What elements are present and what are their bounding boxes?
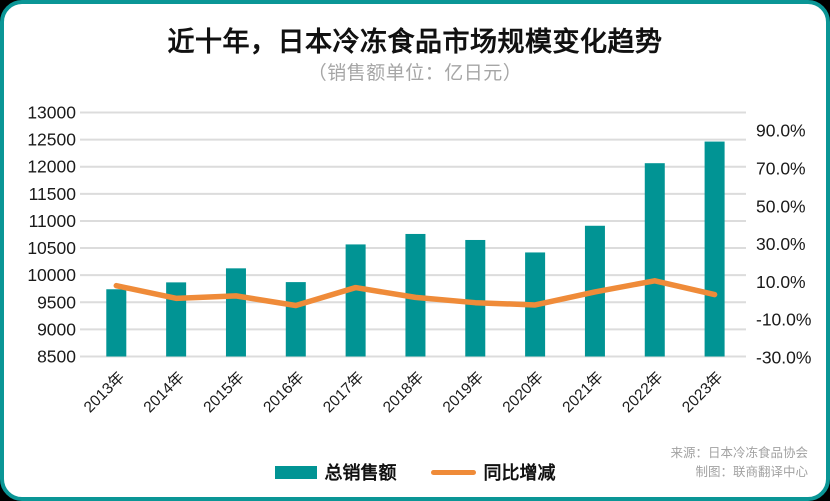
legend-item-bar: 总销售额 bbox=[274, 459, 397, 485]
x-axis-label-2019年: 2019年 bbox=[439, 368, 487, 416]
left-axis-tick-label: 12500 bbox=[27, 130, 76, 150]
left-axis-tick-label: 9500 bbox=[37, 292, 76, 312]
right-axis-tick-label: 90.0% bbox=[756, 121, 806, 141]
bar-2014年 bbox=[166, 282, 187, 357]
x-axis-label-2020年: 2020年 bbox=[499, 368, 547, 416]
bar-2015年 bbox=[225, 268, 246, 357]
chart-subtitle: （销售额单位：亿日元） bbox=[307, 63, 523, 84]
right-axis-tick-label: -30.0% bbox=[756, 348, 811, 368]
bar-2022年 bbox=[644, 163, 665, 357]
source-line: 来源：日本冷冻食品协会 bbox=[670, 446, 808, 460]
left-axis-tick-label: 12000 bbox=[27, 157, 76, 177]
right-axis-tick-label: 50.0% bbox=[756, 196, 806, 216]
x-axis-label-2023年: 2023年 bbox=[678, 368, 726, 416]
yoy-line bbox=[113, 278, 718, 309]
chart-plot-area: 13000 12500 12000 11500 11000 10500 10000 9500 9… bbox=[27, 103, 811, 417]
right-axis-tick-label: 30.0% bbox=[756, 234, 806, 254]
bar-2013年 bbox=[106, 289, 127, 357]
left-axis-tick-label: 8500 bbox=[37, 347, 76, 367]
line-swatch-icon bbox=[430, 469, 476, 475]
x-axis-label-2018年: 2018年 bbox=[379, 368, 427, 416]
credit-line: 制图：联商翻译中心 bbox=[695, 465, 808, 479]
chart-title: 近十年，日本冷冻食品市场规模变化趋势 bbox=[167, 27, 663, 57]
x-axis-label-2015年: 2015年 bbox=[200, 368, 248, 416]
source-attribution: 来源：日本冷冻食品协会 制图：联商翻译中心 bbox=[670, 444, 808, 482]
x-axis-label-2017年: 2017年 bbox=[319, 368, 367, 416]
left-axis-tick-label: 10500 bbox=[27, 238, 76, 258]
left-axis-tick-label: 13000 bbox=[27, 103, 76, 123]
x-axis-label-2013年: 2013年 bbox=[80, 368, 128, 416]
left-axis-tick-label: 10000 bbox=[27, 265, 76, 285]
left-axis-tick-label: 11500 bbox=[29, 184, 77, 204]
legend-bar-label: 总销售额 bbox=[324, 463, 397, 483]
right-axis-tick-label: -10.0% bbox=[756, 310, 811, 330]
right-axis-tick-label: 10.0% bbox=[756, 272, 806, 292]
bar-2023年 bbox=[704, 141, 725, 357]
legend-item-line: 同比增减 bbox=[430, 459, 556, 485]
x-axis-label-2021年: 2021年 bbox=[559, 368, 607, 416]
x-axis-label-2022年: 2022年 bbox=[619, 368, 667, 416]
bar-2017年 bbox=[345, 244, 366, 357]
bar-2016年 bbox=[285, 282, 306, 357]
left-axis-tick-label: 9000 bbox=[37, 319, 76, 339]
bar-swatch-icon bbox=[274, 465, 317, 479]
right-axis-tick-label: 70.0% bbox=[756, 159, 806, 179]
chart-legend: 总销售额 同比增减 bbox=[4, 459, 826, 485]
left-axis-tick-label: 11000 bbox=[29, 211, 77, 231]
x-axis-label-2014年: 2014年 bbox=[140, 368, 188, 416]
bar-2019年 bbox=[465, 239, 486, 357]
x-axis-label-2016年: 2016年 bbox=[260, 368, 308, 416]
legend-line-label: 同比增减 bbox=[483, 463, 556, 483]
